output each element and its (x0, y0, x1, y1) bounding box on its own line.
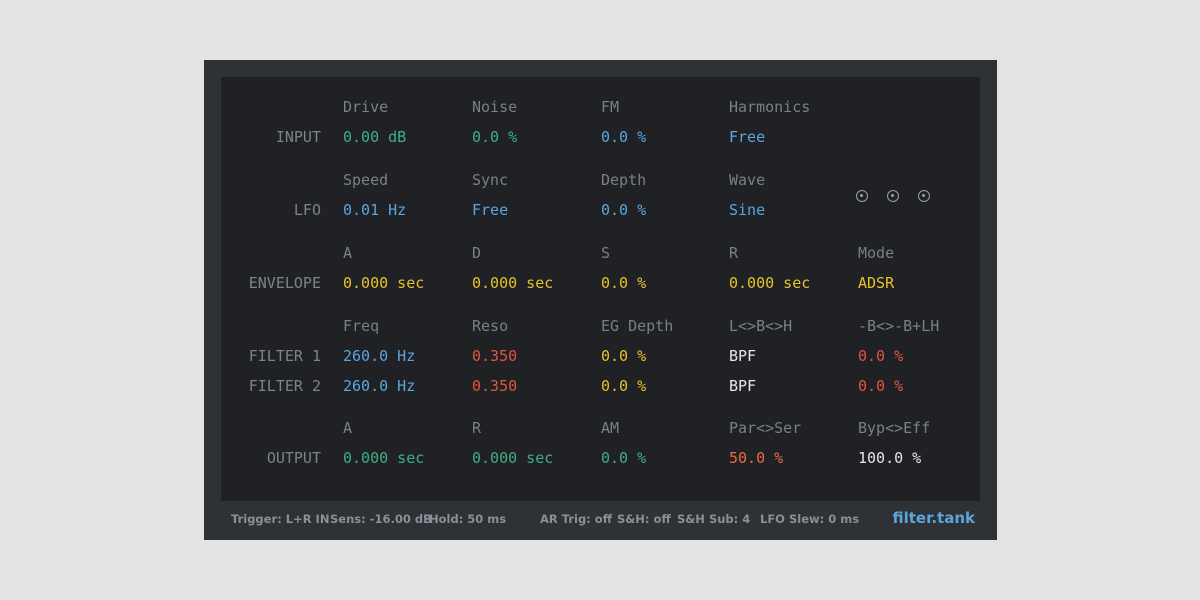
filter2-row-label: FILTER 2 (248, 377, 321, 395)
sync-value[interactable]: Free (472, 201, 509, 219)
depth-value[interactable]: 0.0 % (601, 201, 647, 219)
wave-label: Wave (729, 171, 766, 189)
lfo-row-label: LFO (293, 201, 321, 219)
filter1-blh-value[interactable]: 0.0 % (858, 347, 904, 365)
fm-label: FM (601, 98, 620, 116)
env-release-value[interactable]: 0.000 sec (729, 274, 811, 292)
filter2-reso-value[interactable]: 0.350 (472, 377, 518, 395)
filter1-reso-value[interactable]: 0.350 (472, 347, 518, 365)
harmonics-label: Harmonics (729, 98, 811, 116)
env-release-label: R (729, 244, 739, 262)
byp-eff-value[interactable]: 100.0 % (858, 449, 922, 467)
drive-label: Drive (343, 98, 389, 116)
speed-label: Speed (343, 171, 389, 189)
trigger-setting[interactable]: Trigger: L+R IN (231, 512, 330, 526)
out-attack-label: A (343, 419, 353, 437)
out-release-value[interactable]: 0.000 sec (472, 449, 554, 467)
env-mode-label: Mode (858, 244, 895, 262)
filter1-lbh-value[interactable]: BPF (729, 347, 757, 365)
env-sustain-value[interactable]: 0.0 % (601, 274, 647, 292)
depth-label: Depth (601, 171, 647, 189)
radio-target-icon[interactable] (918, 190, 930, 202)
freq-label: Freq (343, 317, 380, 335)
filter1-eg-depth-value[interactable]: 0.0 % (601, 347, 647, 365)
par-ser-value[interactable]: 50.0 % (729, 449, 784, 467)
radio-target-icon[interactable] (856, 190, 868, 202)
noise-value[interactable]: 0.0 % (472, 128, 518, 146)
lfo-slew-setting[interactable]: LFO Slew: 0 ms (760, 512, 860, 526)
env-decay-value[interactable]: 0.000 sec (472, 274, 554, 292)
am-value[interactable]: 0.0 % (601, 449, 647, 467)
out-attack-value[interactable]: 0.000 sec (343, 449, 425, 467)
envelope-row-label: ENVELOPE (248, 274, 321, 292)
env-sustain-label: S (601, 244, 611, 262)
drive-value[interactable]: 0.00 dB (343, 128, 407, 146)
noise-label: Noise (472, 98, 518, 116)
wave-value[interactable]: Sine (729, 201, 766, 219)
output-row-label: OUTPUT (266, 449, 321, 467)
out-release-label: R (472, 419, 482, 437)
filter2-eg-depth-value[interactable]: 0.0 % (601, 377, 647, 395)
reso-label: Reso (472, 317, 509, 335)
hold-setting[interactable]: Hold: 50 ms (429, 512, 507, 526)
harmonics-value[interactable]: Free (729, 128, 766, 146)
sync-label: Sync (472, 171, 509, 189)
am-label: AM (601, 419, 620, 437)
par-ser-label: Par<>Ser (729, 419, 802, 437)
status-bar: Trigger: L+R IN Sens: -16.00 dB Hold: 50… (204, 501, 997, 540)
filter2-lbh-value[interactable]: BPF (729, 377, 757, 395)
brand-logo: filter.tank (892, 509, 975, 527)
blh-label: -B<>-B+LH (858, 317, 940, 335)
env-decay-label: D (472, 244, 482, 262)
lbh-label: L<>B<>H (729, 317, 793, 335)
eg-depth-label: EG Depth (601, 317, 674, 335)
env-mode-value[interactable]: ADSR (858, 274, 895, 292)
sh-sub-setting[interactable]: S&H Sub: 4 (677, 512, 751, 526)
filter2-blh-value[interactable]: 0.0 % (858, 377, 904, 395)
env-attack-value[interactable]: 0.000 sec (343, 274, 425, 292)
filter2-freq-value[interactable]: 260.0 Hz (343, 377, 416, 395)
radio-target-icon[interactable] (887, 190, 899, 202)
filter-tank-plugin: Drive Noise FM Harmonics INPUT 0.00 dB 0… (204, 60, 997, 540)
env-attack-label: A (343, 244, 353, 262)
ar-trig-setting[interactable]: AR Trig: off (540, 512, 613, 526)
filter1-freq-value[interactable]: 260.0 Hz (343, 347, 416, 365)
sens-setting[interactable]: Sens: -16.00 dB (330, 512, 432, 526)
speed-value[interactable]: 0.01 Hz (343, 201, 407, 219)
sh-setting[interactable]: S&H: off (617, 512, 671, 526)
fm-value[interactable]: 0.0 % (601, 128, 647, 146)
filter1-row-label: FILTER 1 (248, 347, 321, 365)
input-row-label: INPUT (275, 128, 321, 146)
byp-eff-label: Byp<>Eff (858, 419, 931, 437)
parameter-display: Drive Noise FM Harmonics INPUT 0.00 dB 0… (221, 77, 980, 501)
